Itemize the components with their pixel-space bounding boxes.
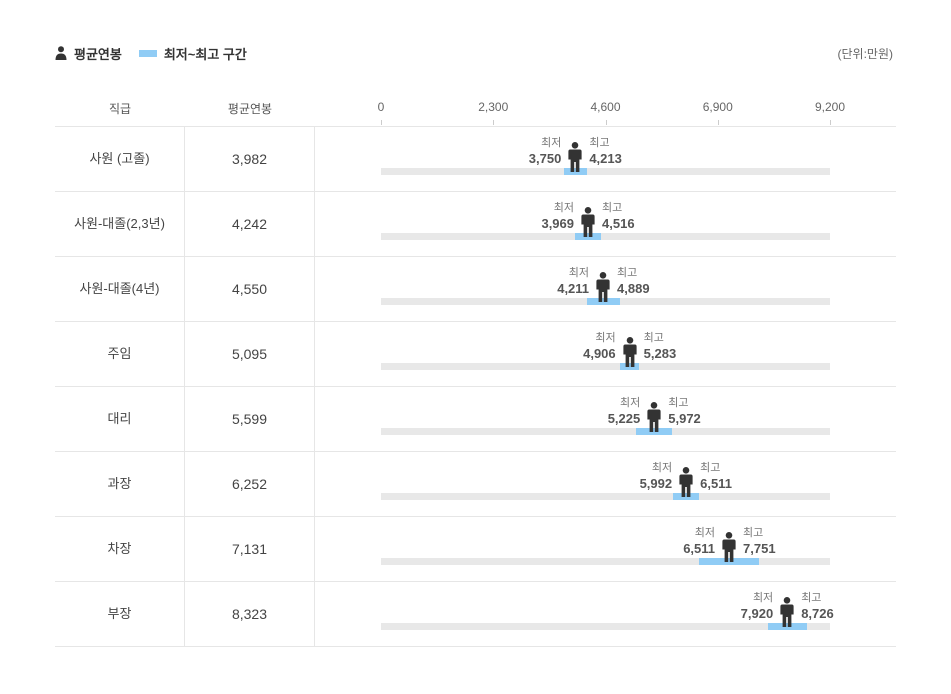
range-track	[381, 168, 830, 175]
min-label: 최저 7,920	[740, 592, 774, 621]
min-label: 최저 6,511	[683, 527, 716, 556]
grade-cell: 주임	[55, 322, 185, 386]
salary-range-bar	[574, 233, 602, 240]
legend-avg-label: 평균연봉	[74, 46, 122, 62]
table-row: 차장 7,131 최저 6,511 최고 7,751	[55, 517, 896, 582]
x-tick-mark	[717, 120, 719, 125]
legend-range-label: 최저~최고 구간	[163, 46, 247, 62]
x-tick-mark	[605, 120, 607, 125]
legend-range-swatch	[138, 49, 157, 57]
person-icon	[55, 46, 67, 60]
table-row: 대리 5,599 최저 5,225 최고 5,972	[55, 387, 896, 452]
avg-salary-cell: 3,982	[185, 127, 315, 191]
max-label: 최고 4,889	[617, 267, 650, 296]
x-tick-mark	[381, 120, 382, 125]
salary-range-bar	[767, 623, 807, 630]
salary-range-bar	[673, 493, 699, 500]
avg-salary-person-icon	[647, 402, 661, 432]
range-track	[381, 493, 830, 500]
table-row: 사원 (고졸) 3,982 최저 3,750 최고 4,213	[55, 127, 896, 192]
range-track	[381, 428, 830, 435]
avg-salary-cell: 6,252	[185, 452, 315, 516]
grade-cell: 과장	[55, 452, 185, 516]
avg-salary-person-icon	[581, 207, 595, 237]
min-label: 최저 3,750	[528, 137, 562, 166]
header-divider	[55, 126, 896, 127]
max-label: 최고 8,726	[801, 592, 834, 621]
grade-cell: 사원 (고졸)	[55, 127, 185, 191]
range-track	[381, 363, 830, 370]
salary-range-bar	[564, 168, 587, 175]
header-grade: 직급	[108, 102, 132, 116]
header-avg-salary: 평균연봉	[227, 102, 273, 116]
grade-cell: 대리	[55, 387, 185, 451]
avg-salary-person-icon	[568, 142, 582, 172]
range-track	[381, 233, 830, 240]
avg-salary-cell: 5,095	[185, 322, 315, 386]
grade-cell: 차장	[55, 517, 185, 581]
table-row: 과장 6,252 최저 5,992 최고 6,511	[55, 452, 896, 517]
avg-salary-cell: 4,242	[185, 192, 315, 256]
avg-salary-person-icon	[623, 337, 637, 367]
unit-label: (단위:만원)	[837, 47, 894, 61]
salary-range-bar	[620, 363, 639, 370]
min-label: 최저 3,969	[541, 202, 575, 231]
max-label: 최고 6,511	[700, 462, 732, 491]
max-label: 최고 4,213	[589, 137, 622, 166]
max-label: 최고 7,751	[743, 527, 776, 556]
min-label: 최저 5,225	[607, 397, 641, 426]
avg-salary-cell: 8,323	[185, 582, 315, 646]
table-row: 사원-대졸(4년) 4,550 최저 4,211 최고 4,889	[55, 257, 896, 322]
salary-range-bar	[636, 428, 673, 435]
grade-cell: 사원-대졸(2,3년)	[55, 192, 185, 256]
grade-cell: 부장	[55, 582, 185, 646]
avg-salary-cell: 7,131	[185, 517, 315, 581]
salary-table: 사원 (고졸) 3,982 최저 3,750 최고 4,213 사원-대졸(2,3년) 4,2…	[55, 127, 896, 647]
min-label: 최저 4,906	[583, 332, 616, 361]
avg-salary-person-icon	[722, 532, 736, 562]
x-tick-label: 9,200	[814, 100, 846, 114]
x-tick-label: 0	[377, 100, 385, 114]
x-tick-label: 2,300	[478, 100, 509, 114]
x-tick-mark	[493, 120, 495, 125]
max-label: 최고 5,972	[668, 397, 701, 426]
x-tick-mark	[830, 120, 831, 125]
salary-range-bar	[586, 298, 620, 305]
x-axis-ticks: 0 2,300 4,600 6,900 9,200	[0, 100, 951, 116]
legend: 평균연봉 최저~최고 구간	[55, 44, 247, 62]
min-label: 최저 4,211	[557, 267, 590, 296]
avg-salary-cell: 5,599	[185, 387, 315, 451]
min-label: 최저 5,992	[639, 462, 673, 491]
table-row: 주임 5,095 최저 4,906 최고 5,283	[55, 322, 896, 387]
table-row: 사원-대졸(2,3년) 4,242 최저 3,969 최고 4,516	[55, 192, 896, 257]
x-axis-tickmarks	[0, 120, 951, 126]
x-tick-label: 6,900	[702, 100, 733, 114]
avg-salary-cell: 4,550	[185, 257, 315, 321]
range-track	[381, 558, 830, 565]
range-track	[381, 623, 830, 630]
salary-range-bar	[698, 558, 760, 565]
x-tick-label: 4,600	[590, 100, 621, 114]
avg-salary-person-icon	[596, 272, 610, 302]
avg-salary-person-icon	[679, 467, 693, 497]
grade-cell: 사원-대졸(4년)	[55, 257, 185, 321]
max-label: 최고 4,516	[602, 202, 635, 231]
avg-salary-person-icon	[780, 597, 794, 627]
max-label: 최고 5,283	[643, 332, 677, 361]
table-row: 부장 8,323 최저 7,920 최고 8,726	[55, 582, 896, 647]
